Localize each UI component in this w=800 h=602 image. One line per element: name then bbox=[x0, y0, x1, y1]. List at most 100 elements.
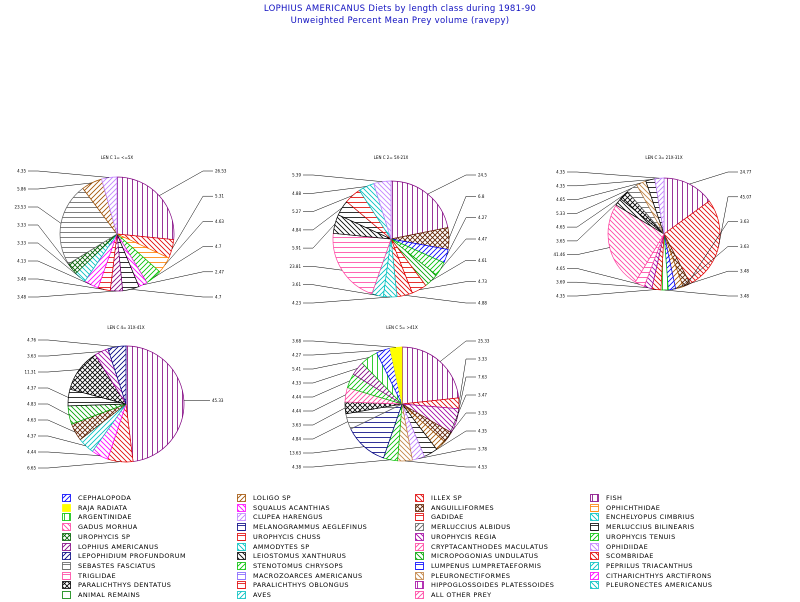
legend-label: LEIOSTOMUS XANTHURUS bbox=[253, 552, 347, 561]
leader-line bbox=[303, 266, 343, 271]
slice-value-label: 4.76 bbox=[27, 338, 36, 343]
leader-line bbox=[28, 170, 110, 178]
slice-value-label: 4.44 bbox=[27, 450, 36, 455]
leader-line bbox=[567, 268, 640, 285]
legend-swatch bbox=[62, 523, 71, 531]
legend-label: ARGENTINIDAE bbox=[78, 513, 132, 522]
leader-line bbox=[303, 407, 346, 426]
leader-line bbox=[153, 246, 213, 278]
slice-value-label: 3.48 bbox=[740, 269, 749, 274]
slice-value-label: 3.33 bbox=[17, 223, 26, 228]
legend-swatch bbox=[415, 561, 424, 570]
pie-2: LEN C 2= 5X-21X 24.5 6.8 4.27 4.47 4.61 4.73 4.… bbox=[290, 155, 488, 306]
slice-value-label: 4.53 bbox=[478, 465, 487, 470]
slice-value-label: 3.69 bbox=[556, 280, 565, 285]
leader-line bbox=[38, 369, 80, 373]
slice-value-label: 3.47 bbox=[478, 393, 487, 398]
leader-line bbox=[38, 461, 121, 469]
legend-swatch bbox=[62, 581, 71, 590]
pie-title: LEN C 4= 31X-41X bbox=[107, 325, 144, 330]
leader-line bbox=[303, 207, 343, 231]
slice-value-label: 4.44 bbox=[292, 395, 301, 400]
pie-title: LEN C 2= 5X-21X bbox=[374, 155, 409, 160]
legend-label: CEPHALOPODA bbox=[78, 494, 132, 502]
leader-line bbox=[567, 187, 633, 214]
slice-value-label: 4.35 bbox=[556, 294, 565, 299]
legend-swatch bbox=[590, 552, 599, 561]
legend-label: UROPHYCIS REGIA bbox=[431, 532, 497, 541]
slice-value-label: 3.48 bbox=[17, 277, 26, 282]
legend-label: GADUS MORHUA bbox=[78, 523, 138, 532]
leader-line bbox=[567, 281, 648, 288]
legend-label: PARALICHTHYS DENTATUS bbox=[78, 581, 172, 590]
leader-line bbox=[303, 380, 351, 398]
legend-swatch bbox=[590, 571, 599, 580]
slice-value-label: 26.53 bbox=[215, 169, 227, 174]
leader-line bbox=[171, 195, 213, 250]
legend-swatch bbox=[590, 494, 599, 502]
chart-subtitle: Unweighted Percent Mean Prey volume (rav… bbox=[290, 16, 510, 26]
pie-slice-fish bbox=[663, 177, 710, 235]
legend-swatch bbox=[415, 494, 424, 502]
leader-line bbox=[38, 387, 69, 398]
slice-value-label: 23.53 bbox=[15, 205, 27, 210]
slice-value-label: 4.35 bbox=[556, 170, 565, 175]
slice-value-label: 4.65 bbox=[556, 225, 565, 230]
slice-value-label: 3.63 bbox=[292, 423, 301, 428]
pie-slice-fish bbox=[390, 180, 449, 240]
legend-swatch bbox=[62, 591, 71, 599]
leader-line bbox=[303, 446, 365, 454]
slice-value-label: 5.41 bbox=[292, 367, 301, 372]
legend-swatch bbox=[415, 532, 424, 541]
leader-line bbox=[303, 284, 378, 296]
slice-value-label: 4.7 bbox=[215, 244, 222, 249]
leader-line bbox=[38, 419, 76, 433]
legend-swatch bbox=[237, 513, 246, 522]
leader-line bbox=[448, 196, 476, 239]
leader-line bbox=[567, 247, 610, 255]
legend-swatch bbox=[237, 503, 246, 512]
leader-line bbox=[28, 290, 117, 298]
legend-swatch bbox=[62, 561, 71, 570]
leader-line bbox=[671, 270, 738, 290]
slice-value-label: 4.63 bbox=[215, 219, 224, 224]
leader-line bbox=[28, 260, 92, 286]
leader-line bbox=[28, 182, 92, 190]
leader-line bbox=[303, 195, 353, 212]
legend-swatch bbox=[62, 542, 71, 551]
slice-value-label: 5.33 bbox=[556, 211, 565, 216]
slice-value-label: 4.84 bbox=[292, 227, 301, 232]
slice-value-label: 4.35 bbox=[478, 429, 487, 434]
legend-label: PLEURONECTES AMERICANUS bbox=[606, 581, 713, 590]
legend-swatch bbox=[62, 552, 71, 561]
slice-value-label: 4.33 bbox=[292, 381, 301, 386]
slice-value-label: 5.86 bbox=[17, 187, 26, 192]
slice-value-label: 5.27 bbox=[292, 209, 301, 214]
legend-swatch bbox=[62, 503, 71, 512]
leader-line bbox=[130, 289, 213, 298]
slice-value-label: 45.33 bbox=[212, 398, 224, 403]
slice-value-label: 5.39 bbox=[292, 173, 301, 178]
slice-value-label: 4.73 bbox=[478, 279, 487, 284]
leader-line bbox=[303, 296, 391, 304]
legend-label: HIPPOGLOSSOIDES PLATESSOIDES bbox=[431, 581, 555, 590]
legend-label: GADIDAE bbox=[431, 513, 464, 522]
leader-line bbox=[28, 278, 105, 290]
legend-label: LUMPENUS LUMPRETAEFORMIS bbox=[431, 561, 542, 570]
leader-line bbox=[404, 295, 476, 304]
slice-value-label: 4.7 bbox=[215, 295, 222, 300]
legend-label: MICROPOGONIAS UNDULATUS bbox=[431, 552, 539, 561]
legend-swatch bbox=[237, 542, 246, 551]
legend-swatch bbox=[590, 561, 599, 570]
slice-value-label: 4.13 bbox=[17, 259, 26, 264]
leader-line bbox=[303, 186, 367, 194]
leader-line bbox=[28, 206, 62, 224]
legend-swatch bbox=[590, 532, 599, 541]
legend-swatch bbox=[237, 561, 246, 570]
leader-line bbox=[38, 435, 86, 447]
legend-label: UROPHYCIS TENUIS bbox=[606, 532, 676, 541]
pie-slice-lepophidium-profundorum bbox=[107, 345, 127, 405]
leader-line bbox=[142, 271, 213, 286]
slice-value-label: 24.5 bbox=[478, 173, 487, 178]
